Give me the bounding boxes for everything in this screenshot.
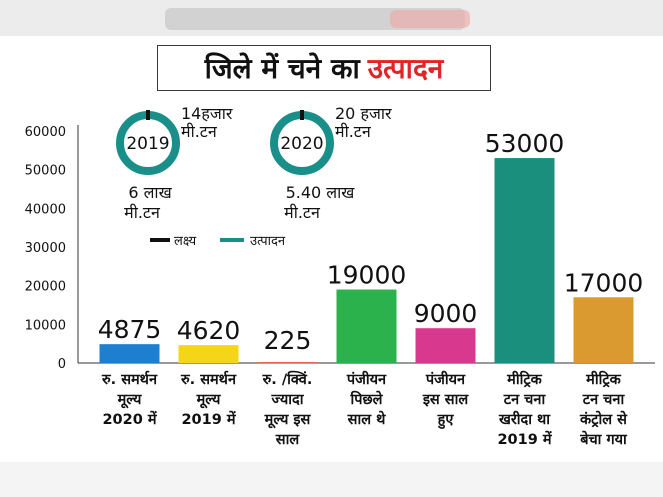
ring-year-2020: 2020 xyxy=(280,134,323,154)
category-label: 2019 में xyxy=(181,410,236,428)
y-tick-label: 0 xyxy=(58,357,66,372)
ring-target-unit-2019: मी.टन xyxy=(124,203,161,222)
ring-target-label-2020: 5.40 लाख xyxy=(286,183,356,202)
y-tick-label: 10000 xyxy=(25,318,66,333)
legend: लक्ष्य उत्पादन xyxy=(150,234,286,249)
bar xyxy=(573,297,634,363)
category-label: पिछले xyxy=(350,390,384,408)
ring-year-2019: 2019 xyxy=(126,134,169,154)
value-label: 17000 xyxy=(564,268,644,297)
category-label: रु. समर्थन xyxy=(180,370,237,388)
category-label: बेचा गया xyxy=(579,430,628,448)
category-label: हुए xyxy=(437,412,455,429)
y-tick-labels: 60000 50000 40000 30000 20000 10000 0 xyxy=(25,125,66,372)
category-label: मीट्रिक xyxy=(585,370,621,388)
category-label: पंजीयन xyxy=(346,370,387,388)
category-label: रु. समर्थन xyxy=(101,370,158,388)
bar xyxy=(494,158,555,363)
bar xyxy=(257,362,318,364)
ring-production-2020: 20 हजार xyxy=(335,104,392,123)
category-label: मूल्य xyxy=(196,392,221,409)
bars xyxy=(99,158,634,364)
category-label: टन चना xyxy=(503,392,547,408)
category-label: कंट्रोल से xyxy=(579,410,628,428)
category-label: 2020 में xyxy=(102,410,157,428)
ring-production-unit-2020: मी.टन xyxy=(335,122,372,141)
bar xyxy=(415,328,476,363)
bottom-strip xyxy=(0,462,663,497)
y-tick-label: 50000 xyxy=(25,164,66,179)
ring-2019: 2019 14हजार मी.टन 6 लाख मी.टन xyxy=(116,104,233,222)
category-label: 2019 में xyxy=(497,430,552,448)
ring-production-2019: 14हजार xyxy=(181,104,233,123)
ring-2020: 2020 20 हजार मी.टन 5.40 लाख मी.टन xyxy=(270,104,392,222)
ring-target-unit-2020: मी.टन xyxy=(284,203,321,222)
value-label: 19000 xyxy=(327,261,407,290)
category-label: मूल्य xyxy=(117,392,142,409)
blurred-header-accent xyxy=(390,10,470,28)
value-label: 225 xyxy=(264,326,312,355)
title-box: जिले में चने का उत्पादन xyxy=(157,45,491,91)
category-label: ज्यादा xyxy=(271,392,305,408)
y-tick-label: 40000 xyxy=(25,202,66,217)
category-label: इस साल xyxy=(422,392,470,408)
category-label: रु. /क्विं. xyxy=(262,370,313,388)
page-title: जिले में चने का xyxy=(204,52,360,85)
bar xyxy=(336,289,397,363)
value-label: 53000 xyxy=(485,129,565,158)
y-tick-label: 20000 xyxy=(25,280,66,295)
legend-production-label: उत्पादन xyxy=(250,234,286,249)
ring-production-unit-2019: मी.टन xyxy=(181,122,218,141)
y-tick-label: 30000 xyxy=(25,241,66,256)
value-label: 4620 xyxy=(177,316,241,345)
category-label: साल xyxy=(275,432,301,448)
bar xyxy=(178,345,239,363)
category-label: मूल्य इस xyxy=(264,412,312,429)
value-label: 4875 xyxy=(98,315,162,344)
category-label: पंजीयन xyxy=(425,370,466,388)
value-label: 9000 xyxy=(414,299,478,328)
page-title-highlight: उत्पादन xyxy=(367,52,444,85)
category-label: खरीदा था xyxy=(498,410,551,428)
y-tick-label: 60000 xyxy=(25,125,66,140)
category-label: साल थे xyxy=(347,410,386,428)
ring-target-label-2019: 6 लाख xyxy=(128,183,172,202)
bar xyxy=(99,344,160,363)
legend-target-label: लक्ष्य xyxy=(174,234,197,249)
category-label: टन चना xyxy=(582,392,626,408)
category-label: मीट्रिक xyxy=(506,370,542,388)
